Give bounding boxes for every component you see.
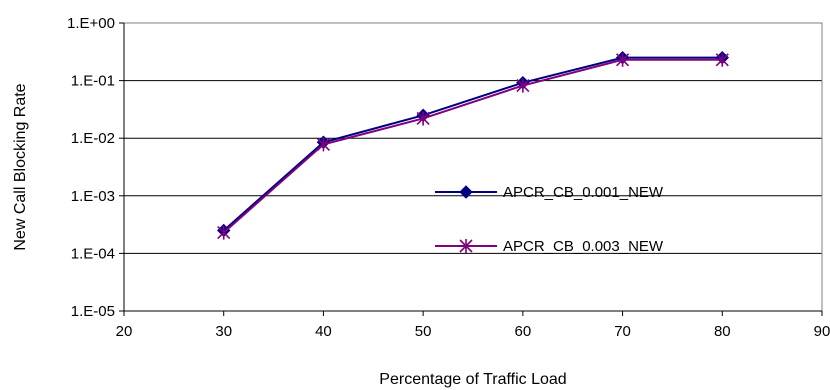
- data-point: [516, 78, 530, 93]
- x-tick-label: 40: [315, 323, 332, 340]
- legend-item: APCR_CB_0.003_NEW: [435, 238, 664, 255]
- series-1: [217, 50, 729, 238]
- legend-item: APCR_CB_0.001_NEW: [435, 184, 664, 201]
- legend-label: APCR_CB_0.003_NEW: [503, 238, 664, 255]
- series-line: [223, 56, 723, 232]
- x-tick-label: 90: [814, 323, 830, 340]
- legend-marker: [459, 239, 473, 253]
- data-point: [316, 137, 330, 152]
- data-point: [616, 52, 630, 67]
- plot-area: [123, 22, 823, 312]
- y-tick-label: 1.E-02: [71, 130, 115, 147]
- y-axis-title: New Call Blocking Rate: [12, 83, 29, 250]
- gridlines: [124, 22, 822, 312]
- data-point: [217, 225, 231, 240]
- data-point: [715, 52, 729, 67]
- x-axis-title: Percentage of Traffic Load: [379, 371, 566, 388]
- x-tick-label: 70: [614, 323, 631, 340]
- series-2: [217, 52, 729, 240]
- y-tick-label: 1.E+00: [67, 15, 115, 32]
- y-tick-label: 1.E-04: [71, 245, 115, 262]
- y-tick-label: 1.E-05: [71, 303, 115, 320]
- x-tick-label: 60: [515, 323, 532, 340]
- data-point: [416, 111, 430, 126]
- y-tick-label: 1.E-01: [71, 73, 115, 90]
- legend-marker: [459, 185, 473, 199]
- series-line: [223, 58, 723, 234]
- legend-label: APCR_CB_0.001_NEW: [503, 184, 664, 201]
- x-tick-label: 30: [215, 323, 232, 340]
- x-tick-label: 50: [415, 323, 432, 340]
- y-axis: 1.E+00 1.E-01 1.E-02 1.E-03 1.E-04 1.E-05: [67, 15, 125, 320]
- x-tick-label: 20: [116, 323, 133, 340]
- series-group: [217, 50, 729, 240]
- y-tick-label: 1.E-03: [71, 188, 115, 205]
- x-tick-label: 80: [714, 323, 731, 340]
- x-axis: 20 30 40 50 60 70 80 90: [116, 310, 830, 340]
- legend: APCR_CB_0.001_NEW APCR_CB_0.003_NEW: [435, 184, 664, 255]
